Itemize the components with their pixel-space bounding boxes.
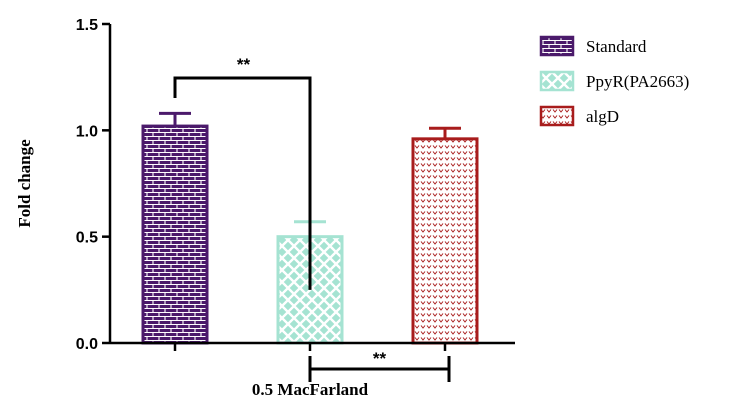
x-axis-title: 0.5 MacFarland (252, 380, 369, 399)
significance-label-1: ** (237, 55, 251, 74)
legend-label-algd: algD (586, 107, 619, 126)
y-tick-label-1: 0.5 (76, 230, 98, 247)
legend-swatch-standard (539, 35, 575, 57)
y-tick-label-3: 1.5 (76, 17, 98, 34)
bar-standard (141, 124, 209, 345)
error-bar-standard (159, 111, 191, 127)
y-tick-label-0: 0.0 (76, 336, 98, 353)
bar-algd (411, 137, 479, 345)
legend-swatch-ppyr-pa2663 (539, 70, 575, 92)
y-axis-title: Fold change (15, 139, 34, 228)
significance-bracket-2 (308, 356, 451, 382)
legend-swatch-algd (539, 105, 575, 127)
significance-bracket-1 (173, 76, 312, 290)
legend-label-standard: Standard (586, 37, 647, 56)
y-tick-label-2: 1.0 (76, 123, 98, 140)
error-bar-algd (429, 126, 461, 139)
legend-label-ppyr-pa2663: PpyR(PA2663) (586, 72, 689, 91)
significance-label-2: ** (373, 349, 387, 368)
